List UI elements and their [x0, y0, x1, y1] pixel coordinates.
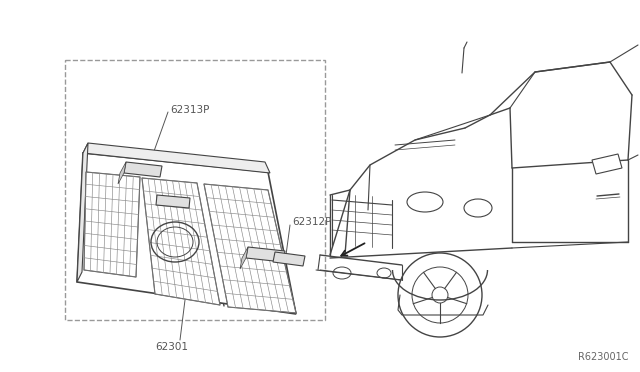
Polygon shape	[246, 247, 285, 262]
Text: R623001C: R623001C	[578, 352, 628, 362]
Polygon shape	[240, 247, 248, 269]
Polygon shape	[77, 143, 88, 282]
Text: 62312P: 62312P	[292, 217, 332, 227]
Text: 62313P: 62313P	[170, 105, 209, 115]
Polygon shape	[77, 153, 296, 314]
Bar	[65, 60, 325, 320]
Polygon shape	[124, 162, 162, 177]
Text: 62301: 62301	[155, 342, 188, 352]
Polygon shape	[156, 195, 190, 208]
Polygon shape	[118, 162, 126, 184]
Polygon shape	[142, 178, 220, 305]
Polygon shape	[84, 172, 140, 277]
Polygon shape	[83, 143, 270, 173]
Polygon shape	[592, 154, 622, 174]
Polygon shape	[204, 184, 296, 313]
Polygon shape	[273, 252, 305, 266]
